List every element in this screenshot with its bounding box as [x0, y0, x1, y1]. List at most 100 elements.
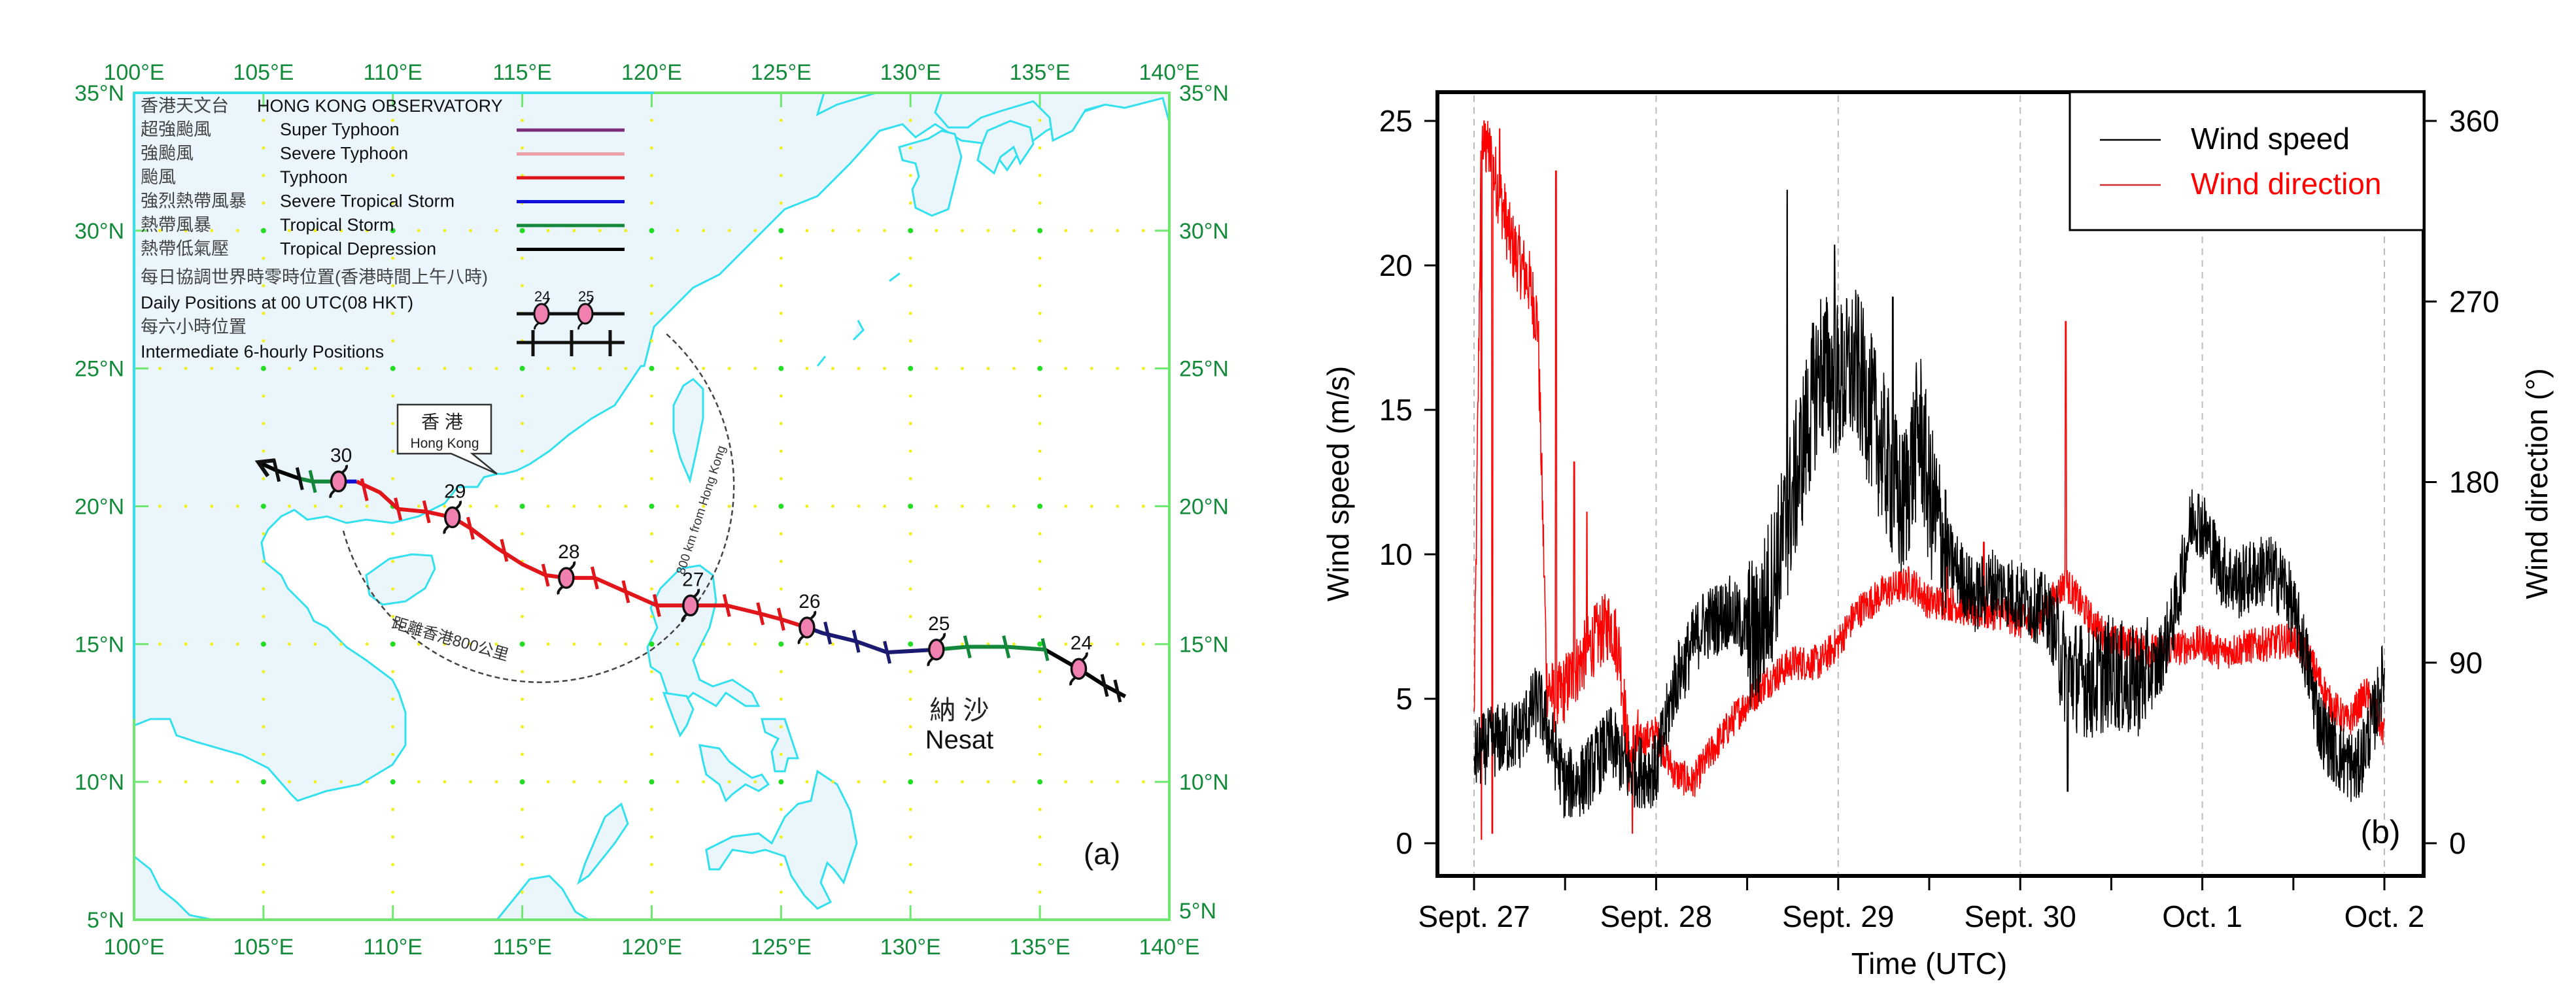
graticule-dot — [235, 780, 239, 784]
daily-position-marker — [927, 633, 946, 667]
graticule-dot — [262, 587, 266, 591]
graticule-dot — [831, 229, 835, 233]
graticule-dot — [391, 146, 395, 150]
graticule-dot — [935, 505, 938, 508]
x-tick-label: Sept. 28 — [1600, 899, 1712, 933]
graticule-dot — [649, 641, 655, 647]
graticule-dot — [650, 422, 653, 426]
graticule-dot — [1037, 641, 1043, 647]
lat-tick-label-left: 25°N — [75, 357, 124, 382]
daily-position-label: 27 — [682, 569, 704, 590]
land-ryukyu — [816, 272, 901, 367]
graticule-dot — [1064, 367, 1068, 371]
daily-position-label: 26 — [799, 591, 820, 612]
graticule-dot — [1038, 752, 1042, 756]
graticule-dot — [650, 890, 653, 894]
graticule-dot — [598, 229, 602, 233]
graticule-dot — [391, 532, 395, 536]
graticule-dot — [391, 118, 395, 122]
lat-tick-label-right: 5°N — [1179, 899, 1216, 924]
daily-position-marker — [681, 588, 700, 623]
graticule-dot — [908, 311, 912, 315]
legend-row-en: Tropical Storm — [280, 215, 394, 235]
graticule-dot — [1141, 642, 1145, 646]
graticule-dot — [908, 449, 912, 453]
graticule-dot — [210, 642, 214, 646]
graticule-dot — [390, 365, 396, 371]
six-hourly-tick — [722, 594, 731, 617]
graticule-dot — [908, 697, 912, 701]
graticule-dot — [831, 505, 835, 508]
graticule-dot — [260, 365, 266, 371]
graticule-dot — [417, 505, 421, 508]
graticule-dot — [986, 505, 990, 508]
lon-tick-label-top: 120°E — [621, 60, 682, 85]
graticule-dot — [1090, 642, 1093, 646]
graticule-dot — [779, 863, 783, 867]
graticule-dot — [260, 641, 266, 647]
graticule-dot — [521, 532, 524, 536]
graticule-dot — [339, 780, 343, 784]
graticule-dot — [262, 614, 266, 618]
graticule-dot — [1090, 505, 1093, 508]
graticule-dot — [443, 229, 447, 233]
lat-tick-label-right: 30°N — [1179, 219, 1229, 244]
x-axis: Sept. 27 Sept. 28 Sept. 29 Sept. 30 Oct. 1 Oc… — [1418, 876, 2424, 933]
graticule-dot — [158, 780, 162, 784]
graticule-dot — [598, 505, 602, 508]
land-masses — [134, 93, 1169, 920]
graticule-dot — [676, 229, 679, 233]
y-tick-label: 25 — [1379, 104, 1413, 138]
graticule-dot — [184, 505, 188, 508]
graticule-dot — [986, 780, 990, 784]
legend-row-cn: 強烈熱帶風暴 — [141, 192, 247, 211]
graticule-dot — [727, 780, 731, 784]
graticule-dot — [727, 505, 731, 508]
graticule-dot — [443, 642, 447, 646]
graticule-dot — [1038, 890, 1042, 894]
graticule-dot — [986, 367, 990, 371]
legend-6h-sample — [517, 330, 625, 356]
graticule-dot — [390, 227, 396, 233]
graticule-dot — [883, 505, 887, 508]
six-hourly-ticks — [272, 459, 1122, 703]
y-tick-label: 0 — [1396, 826, 1413, 860]
legend-row-en: Typhoon — [280, 167, 348, 187]
graticule-dot — [624, 642, 628, 646]
y2-tick-label: 270 — [2449, 284, 2499, 318]
hong-kong-label-en: Hong Kong — [410, 436, 479, 451]
lon-tick-label-top: 135°E — [1010, 60, 1071, 85]
graticule-dot — [1038, 532, 1042, 536]
legend-label-wind-direction: Wind direction — [2191, 167, 2381, 201]
legend-row: 熱帶風暴 Tropical Storm — [141, 215, 625, 235]
legend-6h-en: Intermediate 6-hourly Positions — [141, 342, 384, 361]
graticule-dot — [262, 725, 266, 729]
graticule-dot — [519, 227, 525, 233]
graticule-dot — [262, 256, 266, 260]
graticule-dot — [779, 807, 783, 811]
graticule-dot — [624, 229, 628, 233]
six-hourly-tick — [295, 467, 304, 490]
graticule-dot — [572, 642, 576, 646]
graticule-dot — [908, 227, 914, 233]
legend-row: 颱風 Typhoon — [141, 167, 625, 187]
graticule-dot — [1038, 477, 1042, 480]
legend-row-cn: 颱風 — [141, 167, 176, 187]
graticule-dot — [831, 780, 835, 784]
legend-row: 強烈熱帶風暴 Severe Tropical Storm — [141, 192, 625, 211]
graticule-dot — [650, 532, 653, 536]
graticule-dot — [779, 449, 783, 453]
graticule-dot — [546, 367, 550, 371]
legend-daily-label-24: 24 — [534, 288, 550, 305]
graticule-dot — [287, 367, 291, 371]
graticule-dot — [391, 697, 395, 701]
six-hourly-tick — [756, 602, 765, 626]
land-hainan — [365, 553, 436, 606]
graticule-dot — [650, 146, 653, 150]
graticule-dot — [676, 642, 679, 646]
graticule-dot — [313, 642, 317, 646]
graticule-dot — [883, 367, 887, 371]
graticule-dot — [805, 229, 809, 233]
graticule-dot — [313, 780, 317, 784]
graticule-dot — [521, 670, 524, 673]
